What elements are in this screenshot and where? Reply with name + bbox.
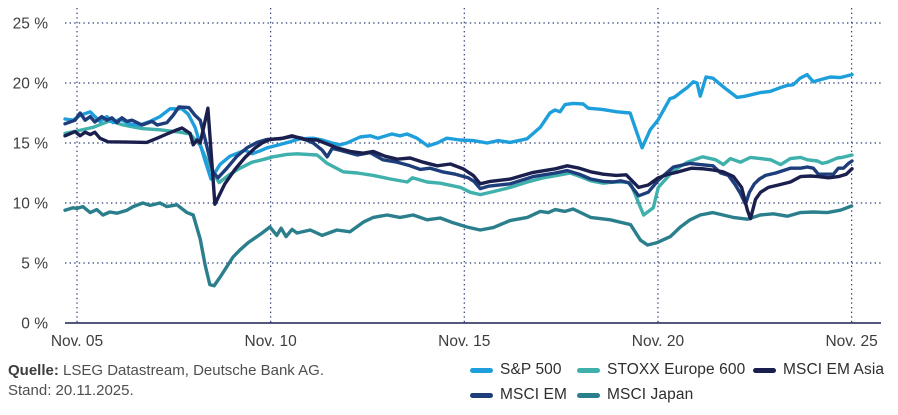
legend-swatch	[577, 367, 600, 373]
x-tick-label: Nov. 05	[51, 333, 103, 350]
series-line-msci-em	[63, 105, 854, 206]
y-tick-label: 5 %	[21, 256, 48, 273]
grid-lines	[65, 8, 881, 323]
x-tick-label: Nov. 15	[438, 333, 490, 350]
source-line: Quelle: LSEG Datastream, Deutsche Bank A…	[8, 361, 324, 381]
y-tick-label: 0 %	[21, 316, 48, 333]
legend-swatch	[753, 367, 776, 373]
series-line-msci-em-asia	[63, 106, 854, 221]
legend-swatch	[470, 367, 493, 373]
y-tick-label: 20 %	[13, 76, 49, 93]
source-text: LSEG Datastream, Deutsche Bank AG.	[58, 362, 324, 379]
stand-line: Stand: 20.11.2025.	[8, 382, 134, 399]
y-tick-label: 10 %	[13, 196, 49, 213]
legend-item-msci-japan: MSCI Japan	[577, 385, 693, 405]
x-tick-label: Nov. 25	[825, 333, 877, 350]
legend-label: MSCI EM	[500, 386, 568, 403]
source-label: Quelle:	[8, 362, 59, 379]
legend-label: STOXX Europe 600	[607, 361, 746, 378]
y-tick-label: 15 %	[13, 136, 49, 153]
series-line-s-p-500	[63, 72, 854, 181]
x-tick-label: Nov. 10	[245, 333, 298, 350]
legend-item-stoxx-europe-600: STOXX Europe 600	[577, 360, 745, 380]
legend-swatch	[577, 392, 600, 398]
legend-label: S&P 500	[500, 361, 562, 378]
legend-item-msci-em: MSCI EM	[470, 385, 567, 405]
x-tick-label: Nov. 20	[632, 333, 685, 350]
legend-item-msci-em-asia: MSCI EM Asia	[753, 360, 884, 380]
legend-label: MSCI Japan	[607, 386, 694, 403]
y-tick-label: 25 %	[13, 16, 49, 33]
legend-swatch	[470, 392, 493, 398]
legend-label: MSCI EM Asia	[783, 361, 885, 378]
series-line-msci-japan	[63, 201, 854, 288]
legend-item-s-p-500: S&P 500	[470, 360, 562, 380]
chart-footer: Quelle: LSEG Datastream, Deutsche Bank A…	[8, 361, 324, 401]
performance-line-chart: 0 % 5 % 10 % 15 % 20 % 25 % Nov. 05 Nov. 10 Nov.…	[13, 8, 881, 350]
series-line-stoxx-europe-600	[63, 119, 854, 217]
